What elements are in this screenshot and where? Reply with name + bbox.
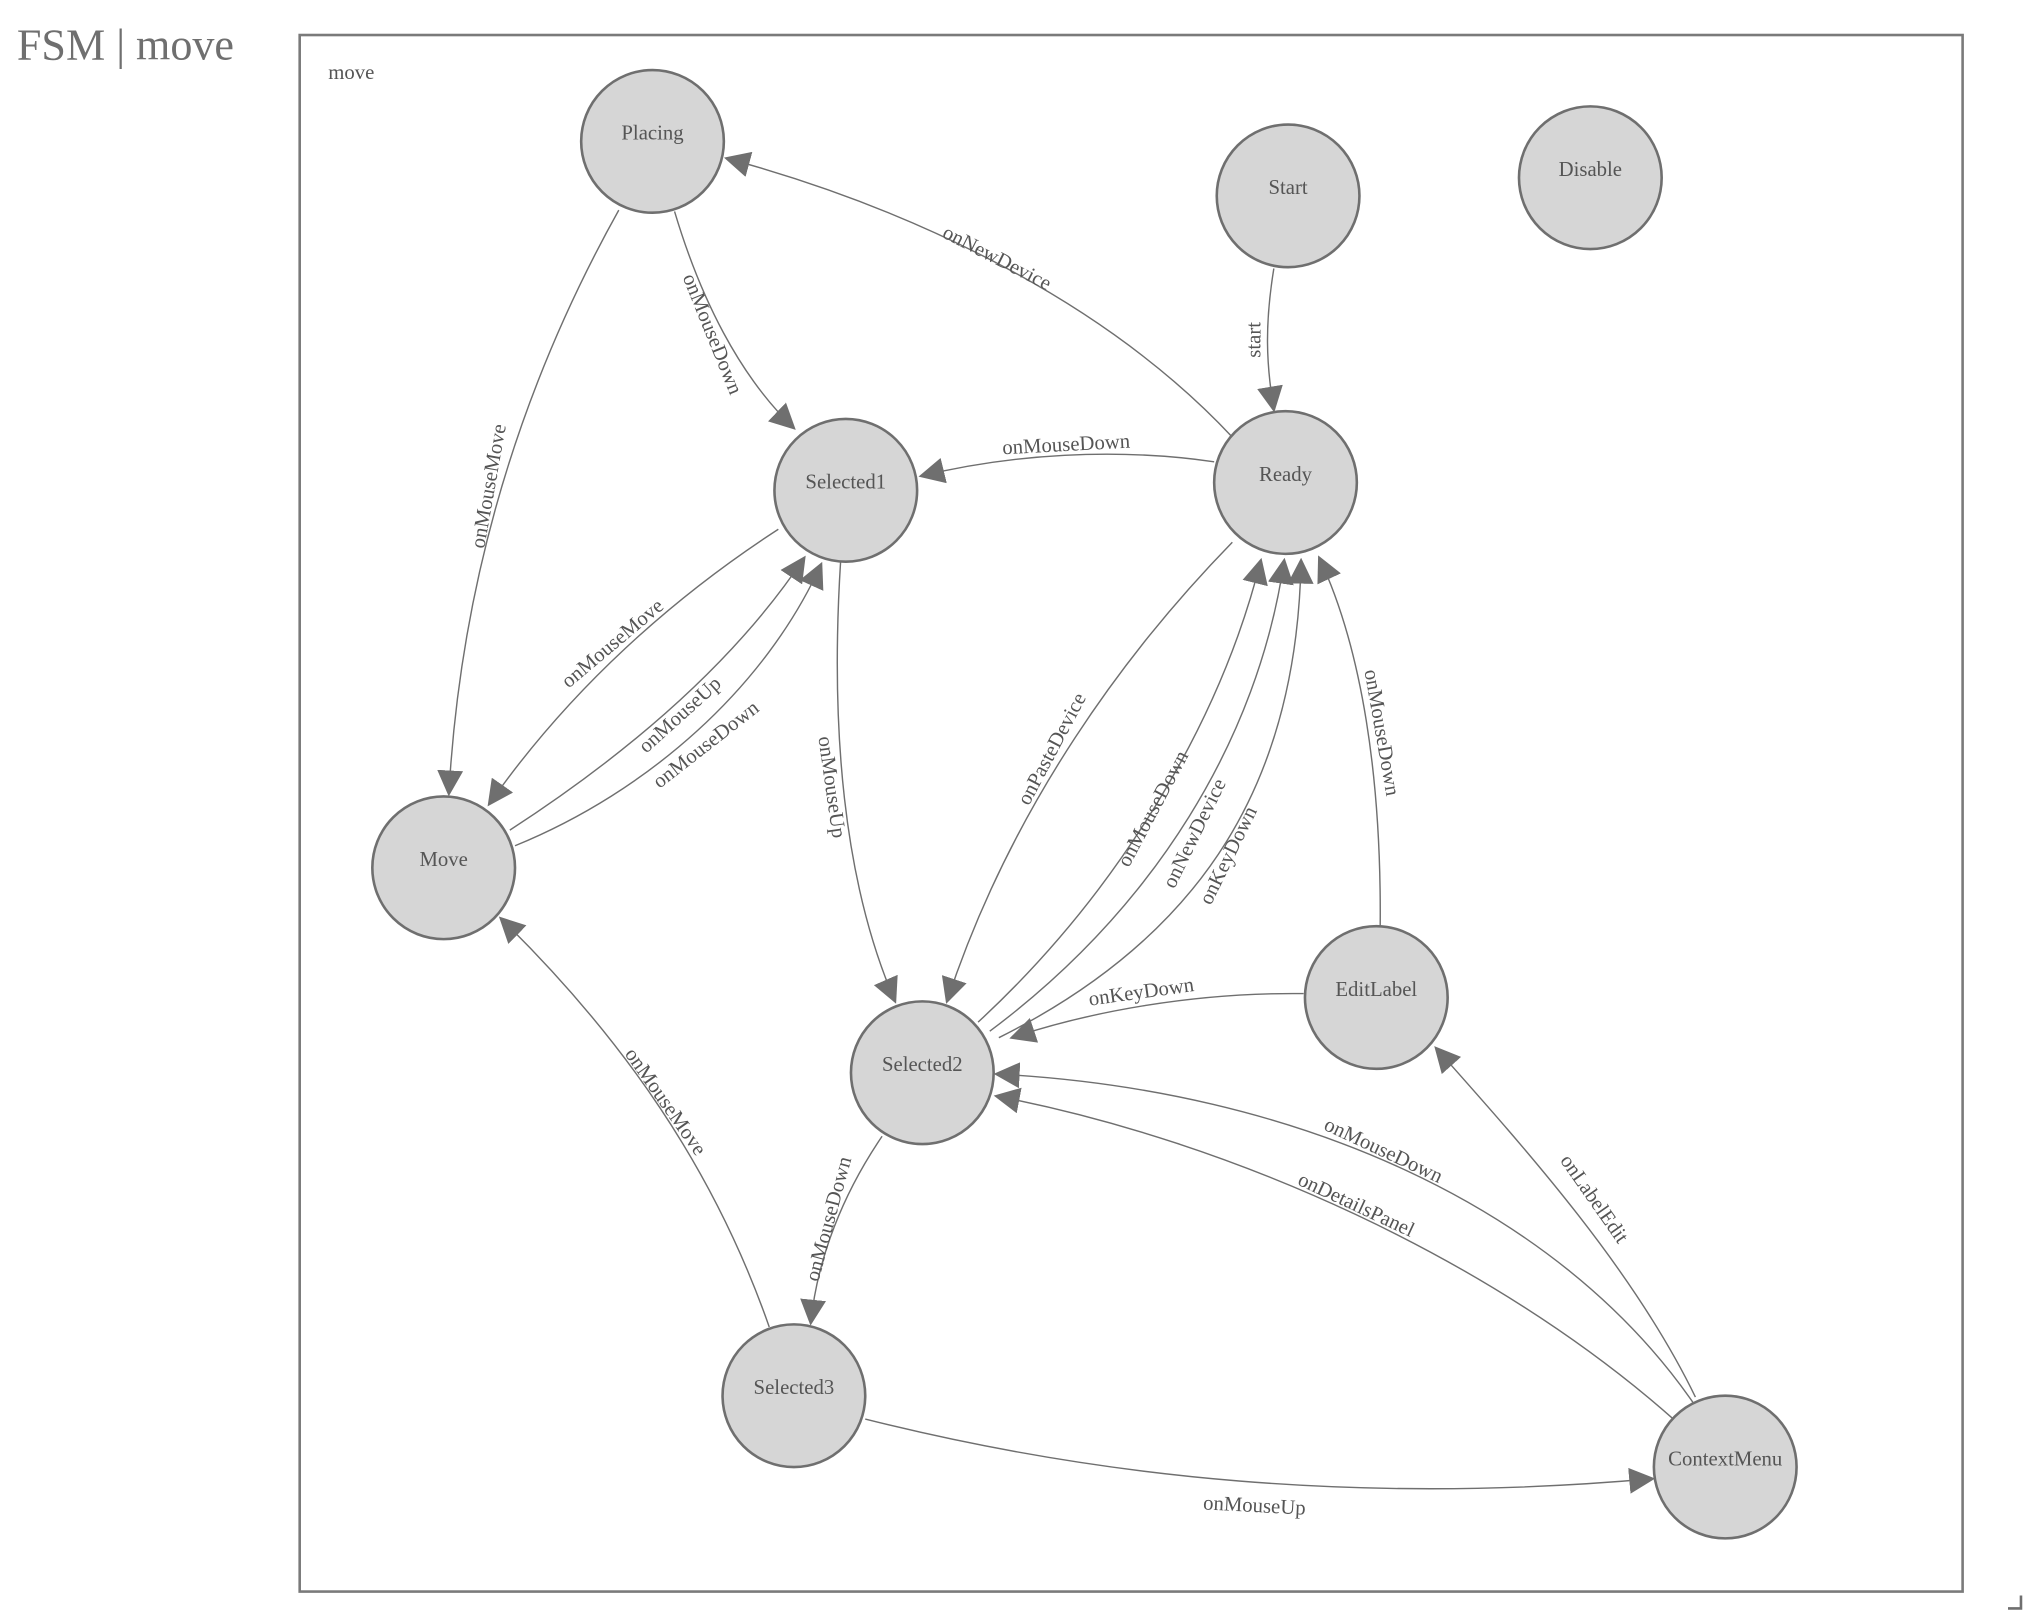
state-node-move[interactable]: Move — [371, 795, 517, 941]
edge-label: onNewDevice — [939, 222, 1055, 295]
edge-line — [509, 555, 806, 831]
edge-label: onMouseMove — [467, 422, 510, 550]
state-circle — [1212, 409, 1359, 556]
edge-line — [993, 1062, 1694, 1403]
edge-label: onMouseDown — [649, 696, 764, 792]
edge-line — [998, 557, 1314, 1039]
edge-label: onMouseDown — [678, 271, 747, 398]
state-label: Start — [1268, 177, 1307, 199]
edge-line — [993, 1087, 1674, 1420]
state-circle — [371, 795, 517, 941]
edge-line — [1317, 555, 1381, 927]
state-label: ContextMenu — [1668, 1448, 1783, 1470]
edge-label: onMouseDown — [1321, 1114, 1447, 1188]
edge-editlabel-to-ready[interactable]: onMouseDown — [1317, 555, 1403, 927]
edge-ready-to-placing[interactable]: onNewDevice — [723, 151, 1233, 438]
state-node-selected2[interactable]: Selected2 — [849, 1000, 995, 1146]
edge-move-to-selected1[interactable]: onMouseDown — [514, 561, 824, 847]
edge-line — [723, 151, 1233, 438]
edge-label: onMouseMove — [558, 595, 668, 693]
edge-contextmenu-to-selected2[interactable]: onMouseDown — [993, 1062, 1694, 1403]
state-node-contextmenu[interactable]: ContextMenu — [1652, 1394, 1798, 1540]
group-label: move — [328, 62, 374, 84]
page-title: FSM | move — [17, 21, 234, 70]
edge-contextmenu-to-selected2[interactable]: onDetailsPanel — [993, 1087, 1674, 1420]
edge-label: onMouseMove — [620, 1044, 710, 1160]
state-label: Selected2 — [882, 1054, 963, 1076]
edge-line — [487, 528, 779, 807]
state-node-selected1[interactable]: Selected1 — [773, 417, 919, 563]
state-circle — [1517, 105, 1663, 251]
edge-placing-to-selected1[interactable]: onMouseDown — [673, 211, 796, 430]
edge-label: onMouseUp — [1203, 1492, 1307, 1519]
state-circle — [1215, 123, 1361, 269]
edge-line — [989, 557, 1294, 1032]
edge-line — [941, 541, 1233, 1004]
edge-label: onLabelEdit — [1556, 1151, 1633, 1248]
edge-line — [800, 1135, 883, 1326]
edge-label: onDetailsPanel — [1294, 1169, 1417, 1242]
edge-start-to-ready[interactable]: start — [1243, 268, 1283, 413]
edge-placing-to-move[interactable]: onMouseMove — [437, 209, 620, 797]
edge-label: onMouseDown — [802, 1154, 857, 1284]
state-node-start[interactable]: Start — [1215, 123, 1361, 269]
edge-label: onMouseDown — [1359, 668, 1403, 798]
state-node-disable[interactable]: Disable — [1517, 105, 1663, 251]
edge-label: onKeyDown — [1087, 974, 1196, 1011]
state-circle — [849, 1000, 995, 1146]
edge-line — [1009, 992, 1304, 1043]
state-circle — [773, 417, 919, 563]
resize-handle[interactable] — [2008, 1595, 2023, 1610]
state-circle — [579, 68, 726, 215]
edge-move-to-selected1[interactable]: onMouseUp — [509, 555, 806, 831]
edge-label: onPasteDevice — [1014, 690, 1091, 809]
edge-line — [865, 1418, 1656, 1494]
state-circle — [1303, 924, 1449, 1071]
edge-selected2-to-selected3[interactable]: onMouseDown — [800, 1135, 883, 1326]
edge-label: onMouseDown — [1002, 431, 1132, 460]
edge-ready-to-selected1[interactable]: onMouseDown — [918, 431, 1215, 484]
edge-line — [498, 916, 770, 1328]
state-circle — [721, 1323, 867, 1469]
state-label: Selected1 — [805, 472, 886, 494]
state-node-editlabel[interactable]: EditLabel — [1303, 924, 1449, 1071]
edge-line — [918, 453, 1215, 484]
edge-selected1-to-selected2[interactable]: onMouseUp — [813, 561, 898, 1004]
edge-line — [836, 561, 898, 1004]
state-label: EditLabel — [1335, 979, 1417, 1001]
state-label: Ready — [1259, 464, 1313, 486]
edge-line — [673, 211, 796, 430]
state-node-ready[interactable]: Ready — [1212, 409, 1359, 556]
edge-line — [1257, 268, 1283, 413]
edge-ready-to-selected2[interactable]: onPasteDevice — [941, 541, 1233, 1004]
edge-label: onMouseUp — [813, 735, 849, 840]
edge-selected3-to-contextmenu[interactable]: onMouseUp — [865, 1418, 1656, 1520]
edge-selected3-to-move[interactable]: onMouseMove — [498, 916, 770, 1328]
edge-line — [1434, 1046, 1697, 1398]
edge-label: start — [1243, 322, 1265, 358]
edge-line — [977, 557, 1268, 1023]
edge-contextmenu-to-editlabel[interactable]: onLabelEdit — [1434, 1046, 1697, 1398]
state-label: Selected3 — [754, 1377, 835, 1399]
group-frame — [298, 33, 1964, 1593]
state-label: Placing — [621, 123, 683, 145]
state-node-selected3[interactable]: Selected3 — [721, 1323, 867, 1469]
state-label: Move — [419, 849, 467, 871]
state-label: Disable — [1559, 159, 1622, 181]
state-node-placing[interactable]: Placing — [579, 68, 726, 215]
edge-line — [437, 209, 620, 797]
edge-line — [514, 561, 824, 847]
edge-selected1-to-move[interactable]: onMouseMove — [487, 528, 779, 807]
state-circle — [1652, 1394, 1798, 1540]
